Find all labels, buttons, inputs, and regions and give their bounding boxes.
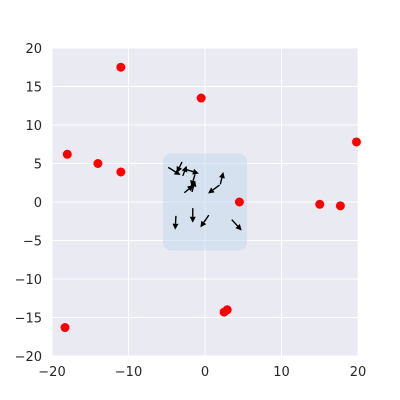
x-tick-labels: −20 −10 0 10 20 [38,365,366,380]
x-tick-label: −20 [38,365,65,380]
x-tick-label: −10 [115,365,142,380]
arrow-mark [219,171,225,185]
data-point [93,159,103,168]
arrow-mark [208,184,220,194]
data-point [234,197,244,207]
data-point [116,62,126,72]
point-series [60,62,361,333]
data-point [60,323,70,333]
x-tick-label: 0 [201,365,209,380]
y-tick-label: −15 [15,312,42,327]
arrow-mark [190,174,196,187]
data-point [335,201,345,211]
arrow-mark [183,185,194,194]
x-tick-label: 10 [273,365,290,380]
highlight-region [162,153,248,251]
arrow-mark [181,165,188,177]
data-point [62,149,72,159]
y-tick-label: 20 [25,42,42,57]
y-tick-label: 0 [34,196,42,211]
x-tick-label: 20 [350,365,367,380]
arrow-mark [231,219,242,231]
arrow-mark [200,214,210,228]
data-point [351,137,361,147]
arrow-mark [189,208,196,223]
y-tick-label: −5 [23,235,42,250]
arrow-series [167,161,242,231]
arrow-mark [172,215,179,230]
y-tick-label: 10 [25,119,42,134]
y-tick-labels: −20 −15 −10 −5 0 5 10 15 20 [15,42,42,365]
data-point [222,305,232,315]
data-point [116,167,126,177]
y-tick-label: −10 [15,273,42,288]
y-tick-label: −20 [15,350,42,365]
data-point [315,199,325,209]
y-tick-label: 5 [34,158,42,173]
arrow-mark [167,166,181,176]
arrow-mark [186,168,199,175]
data-point [196,93,206,103]
y-tick-label: 15 [25,81,42,96]
